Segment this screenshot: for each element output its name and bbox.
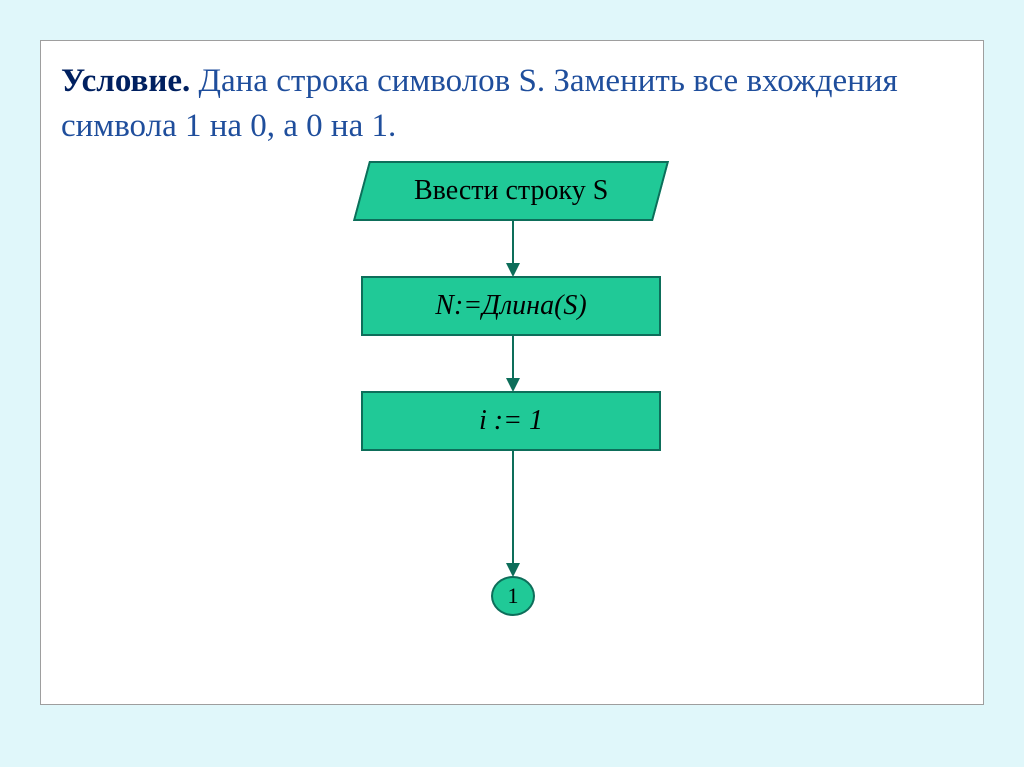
- flow-node-input: Ввести строку S: [353, 161, 669, 221]
- slide-frame: Условие. Дана строка символов S. Заменит…: [40, 40, 984, 705]
- flow-arrow: [512, 336, 514, 378]
- title-label: Условие.: [61, 63, 190, 99]
- flow-node-input-label: Ввести строку S: [414, 175, 608, 207]
- flow-node-assign: i := 1: [361, 391, 661, 451]
- flow-node-length-label: N:=Длина(S): [435, 290, 586, 322]
- flow-arrow: [512, 221, 514, 263]
- problem-title: Условие. Дана строка символов S. Заменит…: [61, 59, 961, 148]
- flow-arrow-head: [506, 263, 520, 277]
- flow-arrow: [512, 451, 514, 563]
- flow-connector-label: 1: [508, 583, 519, 609]
- flow-arrow-head: [506, 378, 520, 392]
- flow-node-assign-label: i := 1: [479, 405, 543, 437]
- flow-connector: 1: [491, 576, 535, 616]
- flow-node-length: N:=Длина(S): [361, 276, 661, 336]
- flow-arrow-head: [506, 563, 520, 577]
